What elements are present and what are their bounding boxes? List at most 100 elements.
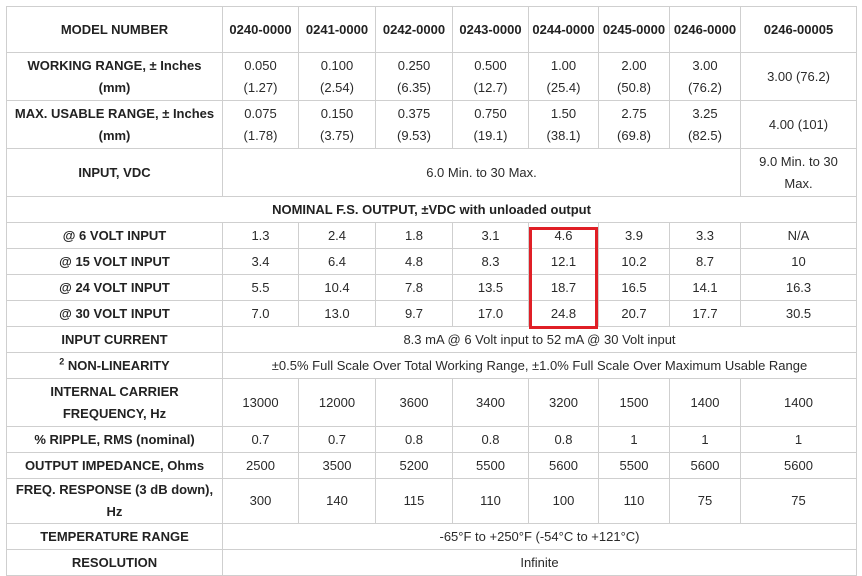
output-cell: 8.3 [452,248,529,275]
ripple-cell: 0.8 [528,426,599,453]
carrier-cell: 1500 [598,378,670,427]
max-range-cell: 3.25 (82.5) [669,100,741,149]
working-range-cell: 3.00 (76.2) [740,52,857,101]
carrier-cell: 3200 [528,378,599,427]
temperature-label: TEMPERATURE RANGE [6,523,223,550]
working-range-label: WORKING RANGE, ± Inches (mm) [6,52,223,101]
output-cell: 1.3 [222,222,299,249]
working-range-cell: 0.050 (1.27) [222,52,299,101]
temperature-row: TEMPERATURE RANGE -65°F to +250°F (-54°C… [6,523,857,550]
nominal-output-row: @ 24 VOLT INPUT 5.5 10.4 7.8 13.5 18.7 1… [6,274,857,301]
working-range-row: WORKING RANGE, ± Inches (mm) 0.050 (1.27)… [6,52,857,101]
range-mm: (38.1) [546,127,581,143]
ripple-cell: 0.8 [375,426,453,453]
range-inches: 0.250 [397,57,431,73]
working-range-cell: 0.100 (2.54) [298,52,376,101]
carrier-frequency-label: INTERNAL CARRIER FREQUENCY, Hz [6,378,223,427]
impedance-cell: 5500 [598,452,670,479]
output-cell: 1.8 [375,222,453,249]
ripple-row: % RIPPLE, RMS (nominal) 0.7 0.7 0.8 0.8 … [6,426,857,453]
impedance-label: OUTPUT IMPEDANCE, Ohms [6,452,223,479]
input-voltage-label: @ 30 VOLT INPUT [6,300,223,327]
model-number-label: MODEL NUMBER [6,6,223,53]
temperature-value: -65°F to +250°F (-54°C to +121°C) [222,523,857,550]
carrier-cell: 12000 [298,378,376,427]
input-voltage-label: @ 6 VOLT INPUT [6,222,223,249]
range-inches: 0.075 [244,105,277,121]
model-header: 0244-0000 [528,6,599,53]
output-cell: 4.6 [528,222,599,249]
output-cell: 3.9 [598,222,670,249]
range-mm: (25.4) [546,79,581,95]
range-inches: 0.150 [320,105,354,121]
output-cell: 16.5 [598,274,670,301]
output-cell: 16.3 [740,274,857,301]
nominal-output-row: @ 6 VOLT INPUT 1.3 2.4 1.8 3.1 4.6 3.9 3… [6,222,857,249]
ripple-cell: 0.8 [452,426,529,453]
range-inches: 2.00 [621,57,647,73]
output-cell: 7.8 [375,274,453,301]
output-cell: 10.2 [598,248,670,275]
output-cell: 10.4 [298,274,376,301]
impedance-cell: 5600 [740,452,857,479]
range-inches: 2.75 [621,105,647,121]
nominal-output-row: @ 30 VOLT INPUT 7.0 13.0 9.7 17.0 24.8 2… [6,300,857,327]
impedance-cell: 5200 [375,452,453,479]
range-mm: (76.2) [688,79,722,95]
ripple-cell: 1 [598,426,670,453]
input-vdc-row: INPUT, VDC 6.0 Min. to 30 Max. 9.0 Min. … [6,148,857,197]
range-inches: 0.375 [397,105,431,121]
impedance-cell: 5600 [528,452,599,479]
range-mm: (82.5) [688,127,722,143]
max-range-cell: 0.150 (3.75) [298,100,376,149]
range-inches: 0.050 [244,57,277,73]
output-cell: 3.4 [222,248,299,275]
range-inches: 3.00 [692,57,718,73]
carrier-frequency-row: INTERNAL CARRIER FREQUENCY, Hz 13000 120… [6,378,857,427]
max-range-cell: 1.50 (38.1) [528,100,599,149]
impedance-cell: 2500 [222,452,299,479]
spec-table-container: MODEL NUMBER 0240-0000 0241-0000 0242-00… [6,6,857,576]
freq-response-cell: 75 [740,478,857,524]
ripple-cell: 0.7 [222,426,299,453]
input-vdc-value: 6.0 Min. to 30 Max. [222,148,741,197]
model-header: 0246-00005 [740,6,857,53]
output-cell: 8.7 [669,248,741,275]
working-range-cell: 3.00 (76.2) [669,52,741,101]
spec-table: MODEL NUMBER 0240-0000 0241-0000 0242-00… [6,6,857,576]
output-cell: 13.0 [298,300,376,327]
working-range-cell: 0.250 (6.35) [375,52,453,101]
nonlinearity-row: 2 NON-LINEARITY ±0.5% Full Scale Over To… [6,352,857,379]
output-cell: 12.1 [528,248,599,275]
range-mm: (9.53) [397,127,431,143]
impedance-cell: 5600 [669,452,741,479]
model-number-row: MODEL NUMBER 0240-0000 0241-0000 0242-00… [6,6,857,53]
nonlinearity-value: ±0.5% Full Scale Over Total Working Rang… [222,352,857,379]
nominal-output-title: NOMINAL F.S. OUTPUT, ±VDC with unloaded … [6,196,857,223]
max-range-cell: 0.375 (9.53) [375,100,453,149]
freq-response-cell: 115 [375,478,453,524]
freq-response-label: FREQ. RESPONSE (3 dB down), Hz [6,478,223,524]
output-cell: 10 [740,248,857,275]
output-cell: 4.8 [375,248,453,275]
carrier-cell: 1400 [669,378,741,427]
output-cell: 14.1 [669,274,741,301]
resolution-value: Infinite [222,549,857,576]
output-cell: 24.8 [528,300,599,327]
freq-response-cell: 100 [528,478,599,524]
working-range-cell: 2.00 (50.8) [598,52,670,101]
range-inches: 0.500 [474,57,507,73]
carrier-cell: 1400 [740,378,857,427]
output-cell: 13.5 [452,274,529,301]
input-vdc-last: 9.0 Min. to 30 Max. [740,148,857,197]
output-cell: 20.7 [598,300,670,327]
range-inches: 0.750 [474,105,507,121]
ripple-cell: 1 [669,426,741,453]
range-mm: (19.1) [473,127,508,143]
output-cell: 30.5 [740,300,857,327]
input-current-row: INPUT CURRENT 8.3 mA @ 6 Volt input to 5… [6,326,857,353]
max-range-cell: 0.075 (1.78) [222,100,299,149]
max-range-label: MAX. USABLE RANGE, ± Inches (mm) [6,100,223,149]
range-inches: 0.100 [320,57,354,73]
nonlinearity-label-cell: 2 NON-LINEARITY [6,352,223,379]
